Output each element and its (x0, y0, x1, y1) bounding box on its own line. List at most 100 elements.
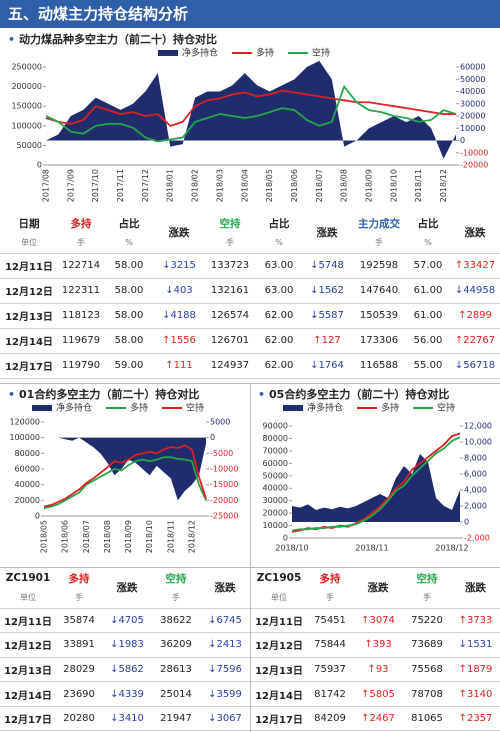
unit-cell: 单位 (0, 233, 58, 254)
divider (250, 383, 251, 732)
cell: 78708 (403, 681, 451, 707)
unit-cell: 单位 (251, 588, 307, 609)
y-tick-label: 50000 (17, 141, 42, 150)
cell: ↓5587 (302, 303, 352, 329)
row-label: 12月11日 (251, 608, 307, 634)
y2-tick-label: 10000 (460, 124, 485, 133)
x-tick-label: 2018/04 (240, 169, 249, 202)
y-tick-label: 40000 (15, 480, 40, 489)
y2-tick-label: 40000 (460, 87, 485, 96)
header-cell: 涨跌 (450, 213, 500, 254)
y2-tick-label: -10000 (460, 148, 488, 157)
row-label: 12月13日 (0, 303, 58, 329)
legend-swatch (32, 405, 52, 411)
y-tick-label: 20000 (263, 509, 288, 518)
x-tick-label: 2018/09 (365, 169, 374, 202)
cell: ↓7596 (200, 657, 250, 683)
y2-tick-label: -10000 (210, 465, 238, 474)
cell: 75220 (403, 608, 451, 634)
cell: 81742 (307, 681, 353, 707)
y2-tick-label: -15000 (210, 480, 238, 489)
line (45, 89, 456, 127)
cell: 122311 (58, 278, 104, 304)
cell: ↑111 (154, 353, 204, 379)
row-label: 12月12日 (0, 278, 58, 304)
section-title: 05合约多空主力（前二十）持仓对比 (269, 388, 450, 401)
y-tick-label: 80000 (263, 434, 288, 443)
data-row: 12月14日 119679 58.00 ↑1556 126701 62.00 ↑127 173… (0, 328, 500, 354)
cell: 118123 (58, 303, 104, 329)
y-tick-label: 10000 (263, 521, 288, 530)
line (43, 456, 207, 510)
cell: ↓3215 (154, 253, 204, 279)
cell: ↓3410 (102, 706, 152, 732)
row-label: 12月12日 (0, 632, 56, 658)
cell: ↓3599 (200, 681, 250, 707)
cell: ↓44958 (450, 278, 500, 304)
area (44, 437, 206, 501)
y-tick-label: 100000 (9, 433, 40, 442)
section-heading: • 动力煤品种多空主力（前二十）持仓对比 (8, 33, 218, 46)
cell: 62.00 (256, 353, 302, 379)
y-tick-label: 200000 (11, 82, 42, 91)
section-heading: • 05合约多空主力（前二十）持仓对比 (258, 388, 450, 401)
y2-tick-label: 8,000 (464, 454, 487, 463)
cell: 119790 (58, 353, 104, 379)
y-tick-label: 60000 (15, 465, 40, 474)
cell: ↓3067 (200, 706, 250, 732)
unit-cell: 手 (352, 233, 406, 254)
x-tick-label: 2018/01 (166, 169, 175, 202)
cell: 62.00 (256, 328, 302, 354)
y2-tick-label: 30000 (460, 99, 485, 108)
area (46, 60, 456, 159)
cell: 192598 (352, 253, 406, 279)
cell: 126701 (204, 328, 256, 354)
y-tick-label: 30000 (263, 496, 288, 505)
page-title: 五、动煤主力持仓结构分析 (0, 0, 500, 28)
row-label: 12月12日 (251, 632, 307, 658)
legend-label: 多持 (130, 402, 148, 414)
y-tick-label: 0 (37, 161, 42, 170)
unit-cell: % (256, 233, 302, 254)
legend-label: 空持 (312, 47, 330, 59)
y-tick-label: 100000 (11, 121, 42, 130)
cell: ↓1531 (451, 632, 500, 658)
data-row: 12月11日 75451 ↑3074 75220 ↑3733 (251, 608, 500, 634)
cell: ↓56718 (450, 353, 500, 379)
legend-swatch (283, 405, 303, 411)
cell: 61.00 (406, 303, 450, 329)
data-table: ZC1905 多持 涨跌 空持 涨跌 单位手手 12月11日 75451 ↑3074 75220 ↑… (251, 568, 500, 732)
cell: ↑3140 (451, 681, 500, 707)
cell: ↓4339 (102, 681, 152, 707)
header-cell: 空持 (416, 572, 438, 585)
row-label: 12月14日 (0, 681, 56, 707)
cell: ↑393 (353, 632, 403, 658)
y-tick-label: 250000 (11, 63, 42, 72)
line (45, 84, 457, 143)
x-tick-label: 2018/10 (389, 169, 398, 202)
y-tick-label: 0 (35, 512, 40, 521)
cell: ↓5862 (102, 657, 152, 683)
cell: 63.00 (256, 278, 302, 304)
cell: 57.00 (406, 253, 450, 279)
unit-cell: % (406, 233, 450, 254)
cell: 173306 (352, 328, 406, 354)
x-tick-label: 2018/11 (355, 544, 388, 553)
legend-label: 净多持仓 (182, 47, 218, 59)
cell: ↑2899 (450, 303, 500, 329)
y2-tick-label: 4,000 (464, 486, 487, 495)
cell: 75568 (403, 657, 451, 683)
x-tick-label: 2018/11 (166, 520, 175, 553)
cell: ↑3074 (353, 608, 403, 634)
cell: 132161 (204, 278, 256, 304)
unit-row: 单位手手 (251, 588, 500, 609)
y-tick-label: 60000 (263, 459, 288, 468)
data-row: 12月11日 35874 ↓4705 38622 ↓6745 (0, 608, 250, 634)
cell: 75844 (307, 632, 353, 658)
row-label: 12月13日 (251, 657, 307, 683)
y2-tick-label: 0 (464, 518, 469, 527)
data-row: 12月12日 75844 ↑393 73689 ↓1531 (251, 632, 500, 658)
x-tick-label: 2018/06 (290, 169, 299, 202)
y2-tick-label: 60000 (460, 63, 485, 72)
header-cell: 涨跌 (154, 213, 204, 254)
